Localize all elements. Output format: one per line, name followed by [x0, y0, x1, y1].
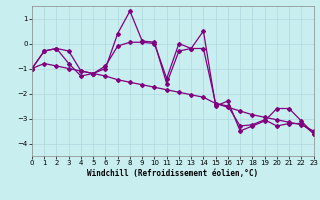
X-axis label: Windchill (Refroidissement éolien,°C): Windchill (Refroidissement éolien,°C): [87, 169, 258, 178]
